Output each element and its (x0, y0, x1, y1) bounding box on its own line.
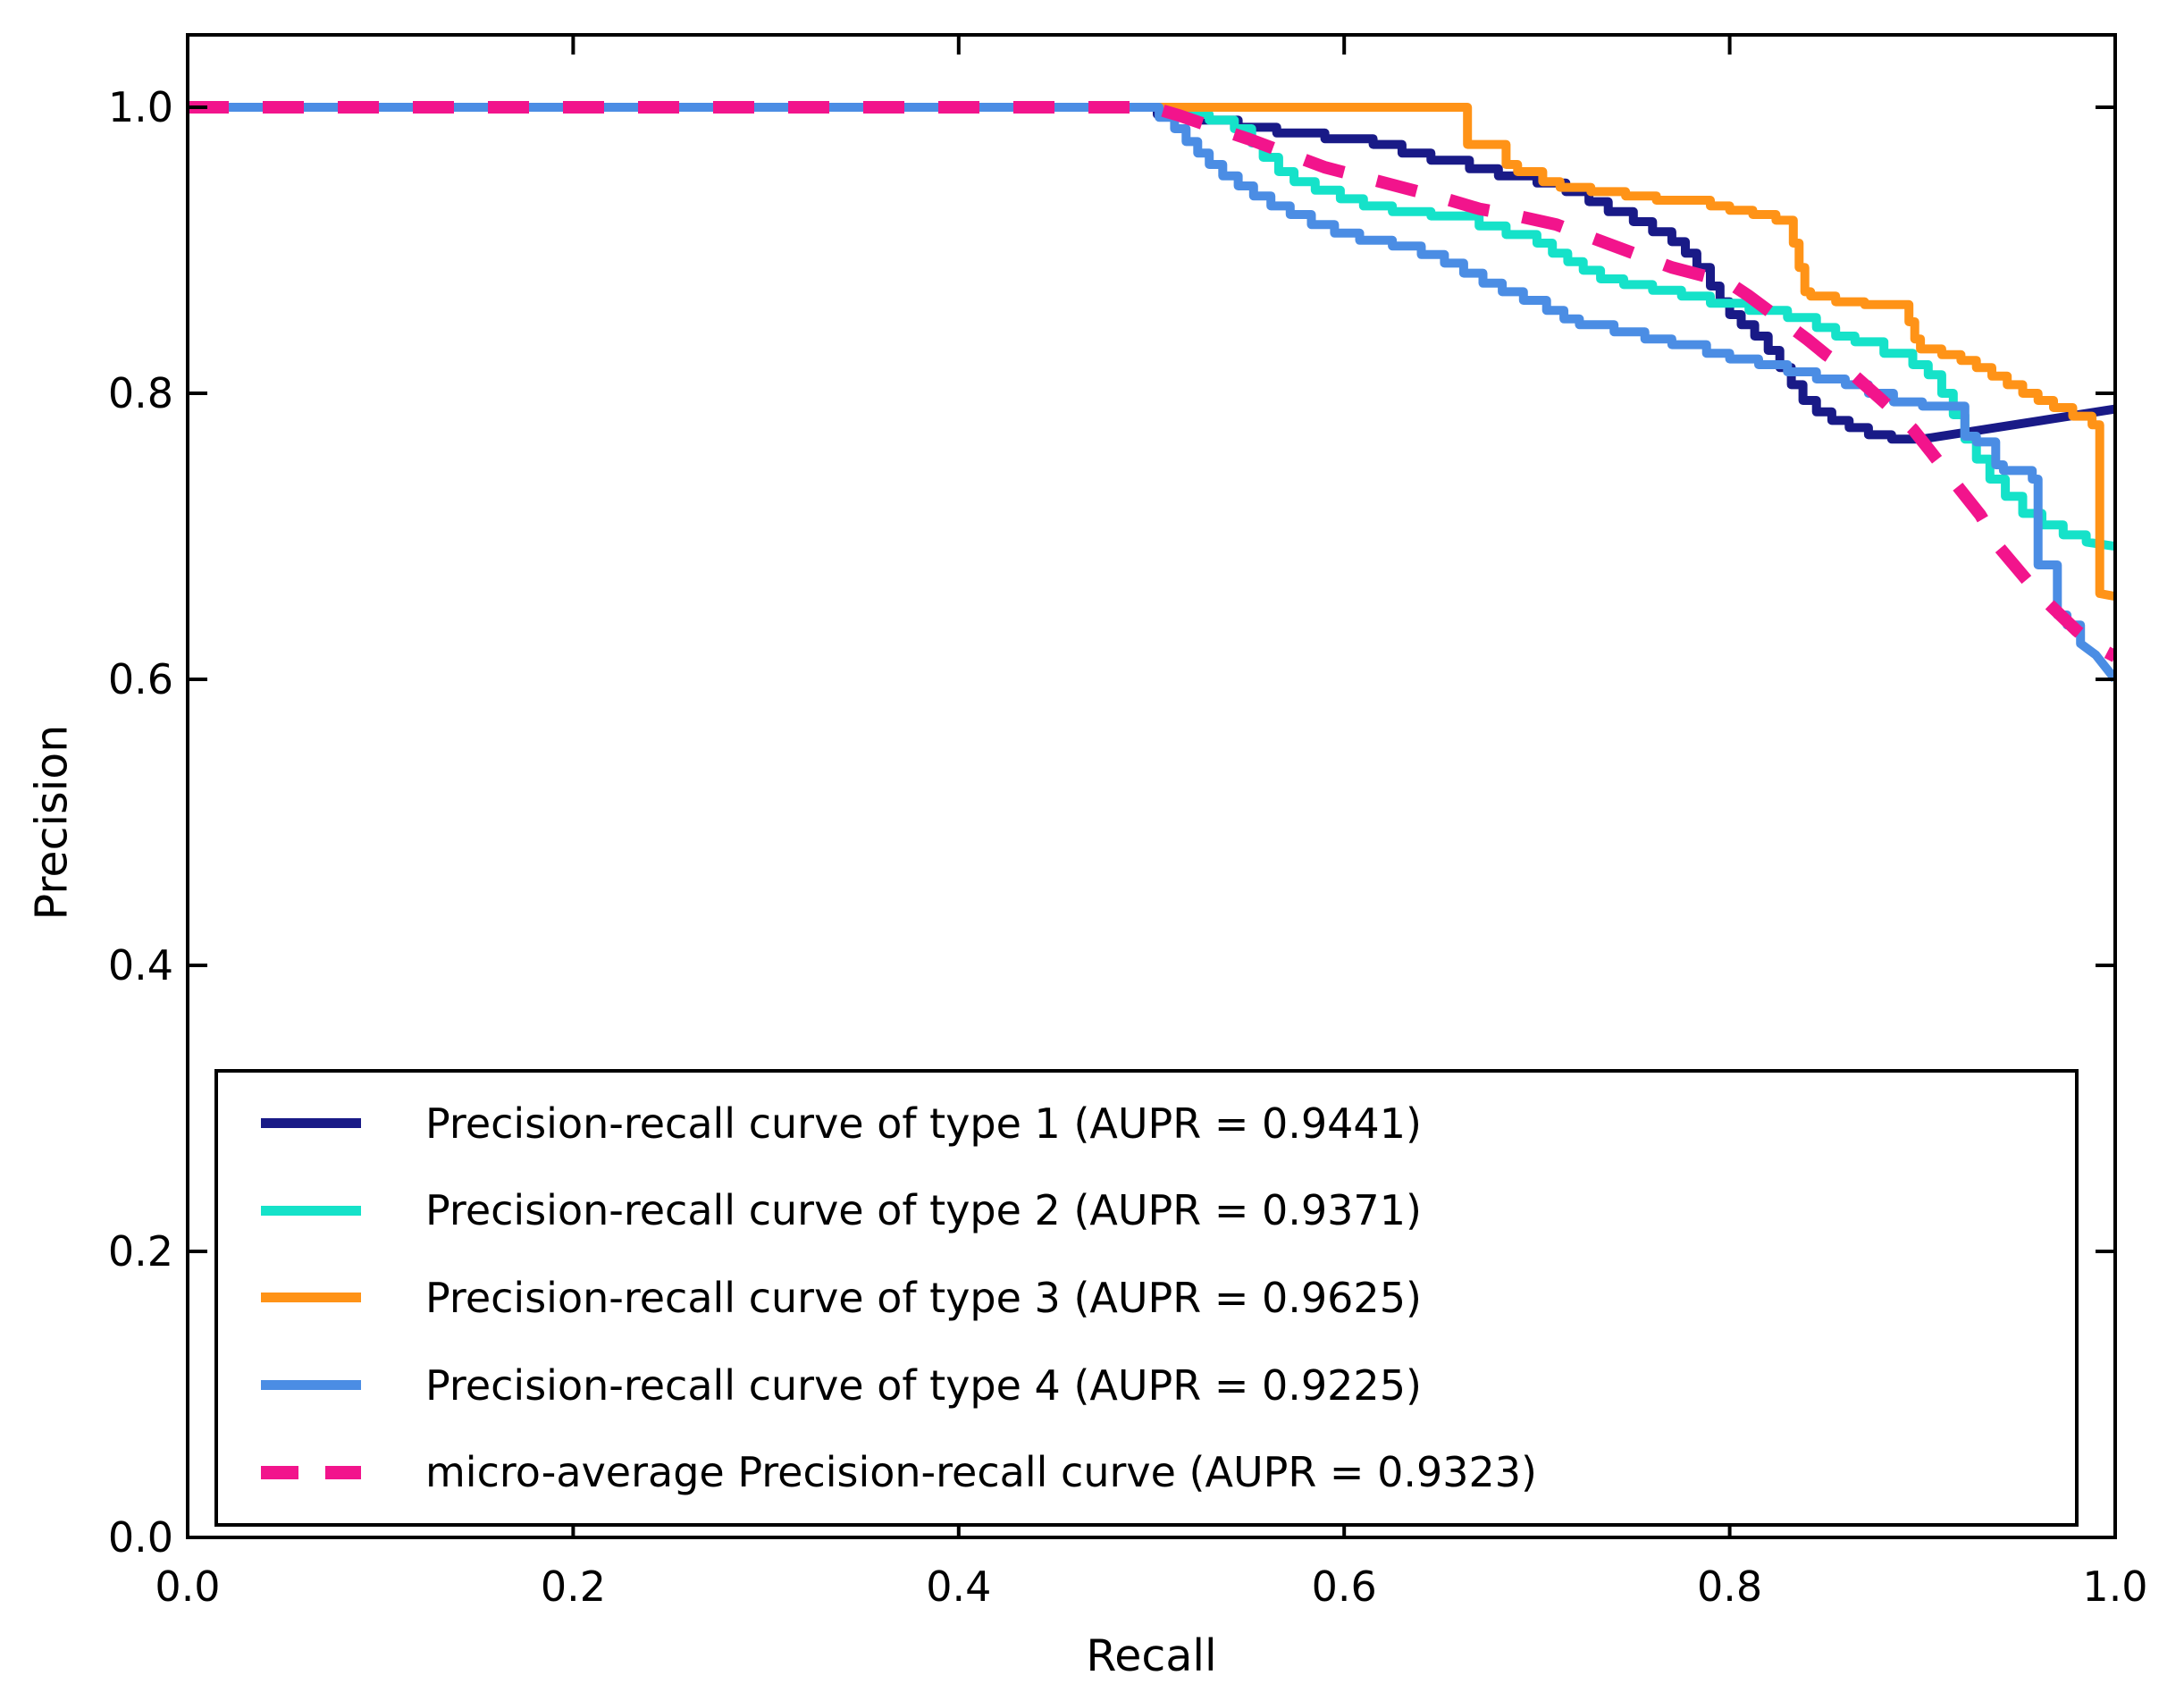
legend-label: Precision-recall curve of type 1 (AUPR =… (425, 1099, 1422, 1148)
x-tick-label: 0.8 (1697, 1562, 1763, 1611)
legend-item: Precision-recall curve of type 3 (AUPR =… (218, 1277, 2075, 1318)
x-tick-label: 0.2 (540, 1562, 606, 1611)
x-tick-label: 1.0 (2082, 1562, 2148, 1611)
y-tick-label: 0.6 (107, 655, 173, 703)
legend-line-swatch (261, 1205, 361, 1216)
pr-curve-type-1 (188, 103, 2115, 444)
legend-label: Precision-recall curve of type 2 (AUPR =… (425, 1186, 1422, 1235)
y-tick-label: 0.4 (107, 941, 173, 989)
legend-label: micro-average Precision-recall curve (AU… (425, 1448, 1537, 1497)
y-tick-label: 1.0 (107, 83, 173, 131)
plot-border (186, 33, 2117, 1539)
x-tick-label: 0.6 (1311, 1562, 1377, 1611)
legend-dashed-line-swatch (261, 1465, 361, 1479)
legend: Precision-recall curve of type 1 (AUPR =… (214, 1069, 2079, 1527)
legend-item: micro-average Precision-recall curve (AU… (218, 1452, 2075, 1493)
legend-item: Precision-recall curve of type 1 (AUPR =… (218, 1103, 2075, 1144)
x-tick-label: 0.4 (926, 1562, 992, 1611)
x-tick-label: 0.0 (155, 1562, 221, 1611)
legend-line-swatch (261, 1293, 361, 1303)
x-axis-label: Recall (1086, 1630, 1217, 1681)
pr-curve-type-3 (188, 103, 2115, 602)
pr-curve-type-2 (188, 103, 2115, 552)
y-tick-label: 0.2 (107, 1227, 173, 1276)
pr-curve-type-4 (188, 103, 2115, 683)
y-axis-label: Precision (26, 724, 78, 921)
y-tick-label: 0.8 (107, 369, 173, 417)
y-tick-label: 0.0 (107, 1513, 173, 1562)
legend-item: Precision-recall curve of type 2 (AUPR =… (218, 1190, 2075, 1231)
legend-label: Precision-recall curve of type 3 (AUPR =… (425, 1273, 1422, 1322)
legend-line-swatch (261, 1118, 361, 1129)
micro-average-pr-curve (188, 101, 2115, 662)
legend-line-swatch (261, 1380, 361, 1391)
legend-item: Precision-recall curve of type 4 (AUPR =… (218, 1365, 2075, 1406)
legend-label: Precision-recall curve of type 4 (AUPR =… (425, 1360, 1422, 1410)
